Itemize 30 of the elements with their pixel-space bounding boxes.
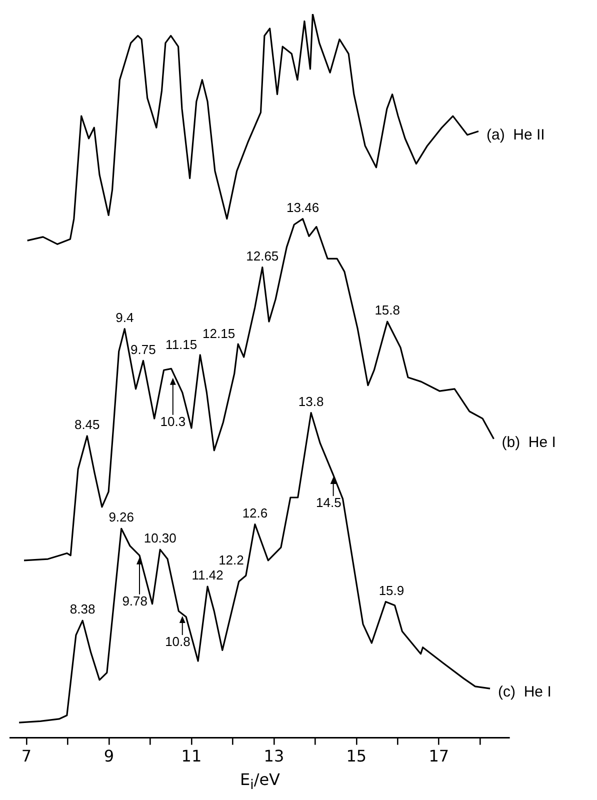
x-tick-label: 15	[346, 746, 367, 766]
x-tick-label: 13	[264, 746, 284, 766]
annotation: 9.78	[122, 593, 148, 608]
annotation: 14.5	[316, 495, 342, 510]
annotation: 12.6	[242, 505, 268, 520]
annotation: 8.45	[74, 417, 100, 432]
series-label: (b) He I	[502, 434, 556, 452]
annotation: 13.8	[298, 394, 324, 409]
annotation: 8.38	[70, 602, 96, 617]
annotation: 15.9	[378, 582, 404, 598]
annotation: 13.46	[286, 200, 320, 215]
x-tick-label: 11	[181, 746, 202, 766]
annotation: 15.8	[374, 302, 400, 318]
x-tick-label: 9	[104, 746, 114, 766]
annotation: 12.65	[246, 248, 279, 264]
annotation: 10.3	[160, 414, 186, 429]
annotation: 11.42	[192, 568, 224, 583]
annotation: 11.15	[166, 336, 198, 352]
annotation: 9.75	[130, 342, 156, 357]
x-axis-title: E$_{i}$/eV	[239, 770, 281, 794]
annotation: 12.15	[202, 326, 236, 342]
x-tick-label: 17	[428, 746, 450, 766]
annotation: 12.2	[218, 552, 244, 568]
annotation: 10.30	[144, 530, 176, 546]
annotation: 10.8	[165, 634, 190, 650]
annotation: 9.4	[116, 310, 134, 325]
series-label: (a) He II	[486, 126, 545, 144]
series-label: (c) He I	[498, 684, 552, 701]
x-tick-label: 7	[21, 746, 32, 766]
annotation: 9.26	[108, 510, 134, 525]
